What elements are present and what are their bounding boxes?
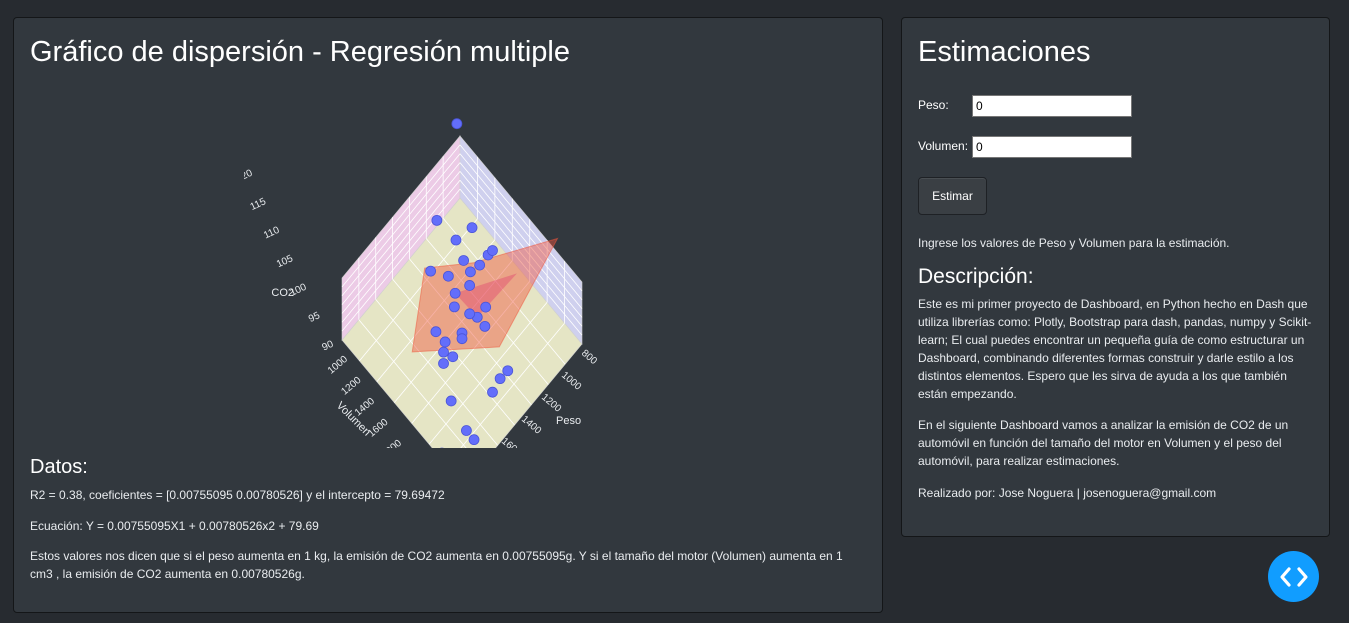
grid-line <box>341 180 461 323</box>
x-tick-label: 800 <box>579 348 599 367</box>
grid-line <box>393 260 513 403</box>
estimations-card: Estimaciones Peso: Volumen: Estimar Ingr… <box>901 17 1330 537</box>
scatter-point[interactable] <box>468 434 480 446</box>
volumen-label: Volumen: <box>918 139 969 153</box>
scatter-point[interactable] <box>448 301 460 313</box>
peso-input[interactable] <box>972 95 1132 117</box>
scatter-point[interactable] <box>430 326 442 338</box>
z-tick-label: 90 <box>321 339 336 354</box>
grid-line <box>341 171 461 314</box>
grid-line <box>459 162 583 309</box>
equation-text: Ecuación: Y = 0.00755095X1 + 0.00780526x… <box>30 519 319 533</box>
grid-line <box>459 153 583 300</box>
scatter-point[interactable] <box>461 425 472 436</box>
volumen-input[interactable] <box>972 136 1132 158</box>
code-brackets-icon <box>1279 566 1308 587</box>
grid-line <box>459 188 583 336</box>
description-paragraph: En el siguiente Dashboard vamos a analiz… <box>918 418 1289 468</box>
grid-line <box>460 322 565 448</box>
credits-text: Realizado por: Jose Noguera | josenoguer… <box>918 486 1217 500</box>
card-title: Estimaciones <box>918 36 1091 68</box>
x-tick-label: 1200 <box>539 392 563 415</box>
y-tick-label: 1000 <box>326 354 350 377</box>
description-paragraph: Este es mi primer proyecto de Dashboard,… <box>918 297 1312 401</box>
description-title: Descripción: <box>918 265 1034 288</box>
scatter-point[interactable] <box>456 333 468 345</box>
grid-line <box>428 302 548 445</box>
z-tick-label: 115 <box>249 196 268 213</box>
scatter-point[interactable] <box>431 214 443 226</box>
z-axis-label: CO2 <box>271 287 294 299</box>
scatter-point[interactable] <box>451 118 463 130</box>
x-axis-label: Peso <box>556 415 581 427</box>
scatter-point[interactable] <box>450 234 462 246</box>
grid-line <box>442 218 566 365</box>
x-tick-label: 1400 <box>519 414 543 437</box>
scatter-point[interactable] <box>474 259 486 271</box>
scatter-point[interactable] <box>479 320 491 332</box>
scatter-point[interactable] <box>487 386 498 398</box>
grid-line <box>409 258 532 406</box>
scatter-point[interactable] <box>439 336 451 348</box>
grid-line <box>341 144 461 288</box>
grid-line <box>411 281 531 424</box>
estimar-button[interactable]: Estimar <box>918 177 987 215</box>
code-toggle-button[interactable] <box>1268 551 1319 602</box>
grid-line <box>375 299 499 446</box>
scatter-point[interactable] <box>447 351 459 363</box>
scatter-point[interactable] <box>438 346 449 358</box>
scatter-point[interactable] <box>445 395 457 407</box>
grid-line <box>459 144 583 292</box>
scatter-point[interactable] <box>464 280 476 291</box>
scatter-point[interactable] <box>464 308 476 320</box>
regression-surface <box>455 273 517 318</box>
scatter-point[interactable] <box>449 287 461 299</box>
scatter-point[interactable] <box>425 265 437 277</box>
grid-line <box>358 319 467 448</box>
r2-text: R2 = 0.38, coeficientes = [0.00755095 0.… <box>30 488 445 502</box>
grid-line <box>459 180 583 327</box>
card-title: Gráfico de dispersión - Regresión multip… <box>30 36 570 68</box>
scatter-point[interactable] <box>480 301 492 313</box>
chart-wall-right <box>459 135 583 345</box>
scatter-point[interactable] <box>487 245 498 256</box>
y-tick-label: 1200 <box>339 375 363 398</box>
grid-line <box>459 171 583 318</box>
scatter-card: Gráfico de dispersión - Regresión multip… <box>13 17 883 613</box>
scatter-point[interactable] <box>465 266 476 278</box>
scatter-point[interactable] <box>466 222 478 234</box>
z-tick-label: 95 <box>307 310 322 325</box>
peso-label: Peso: <box>918 98 949 112</box>
estimation-result: Ingrese los valores de Peso y Volumen pa… <box>918 236 1230 250</box>
grid-line <box>341 188 461 332</box>
scatter-point[interactable] <box>458 255 470 266</box>
grid-line <box>341 162 461 305</box>
explanation-text: Estos valores nos dicen que si el peso a… <box>30 549 843 581</box>
z-tick-label: 110 <box>262 225 281 242</box>
y-tick-label: 1800 <box>380 438 404 448</box>
scatter-point[interactable] <box>502 365 514 377</box>
scatter-point[interactable] <box>442 270 454 282</box>
x-tick-label: 1000 <box>559 370 583 393</box>
scatter-point[interactable] <box>494 373 506 385</box>
z-tick-label: 120 <box>244 168 255 185</box>
scatter-point[interactable] <box>438 358 449 369</box>
z-tick-label: 105 <box>275 253 295 270</box>
grid-line <box>341 153 461 296</box>
scatter-3d-chart[interactable]: 9095100105110115120CO2100012001400160018… <box>244 108 644 448</box>
datos-title: Datos: <box>30 456 88 478</box>
